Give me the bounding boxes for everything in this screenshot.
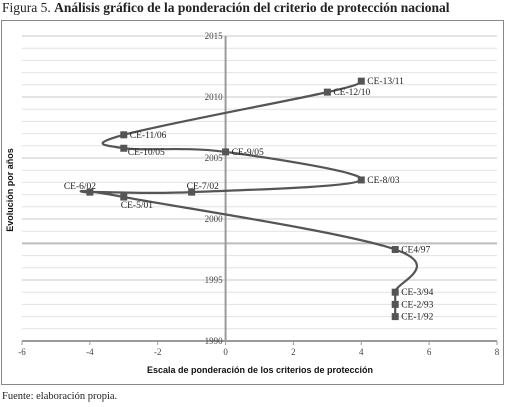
data-label: CE-6/02: [64, 182, 96, 192]
x-tick-label: -2: [154, 347, 162, 357]
series-path: [79, 80, 418, 317]
data-point-marker: [222, 148, 230, 156]
data-point-marker: [323, 88, 331, 96]
series-line: [79, 80, 418, 317]
y-tick-label: 2015: [205, 31, 224, 41]
data-point-marker: [188, 188, 196, 196]
x-tick-label: -6: [18, 347, 26, 357]
x-tick-label: 6: [427, 347, 432, 357]
x-tick-label: 2: [291, 347, 296, 357]
data-point-marker: [391, 288, 399, 296]
tick-labels: -6 -4 -2 0 2 4 6 8 1990 1995 2000 2005 2010 2015: [18, 31, 500, 357]
data-point-marker: [357, 176, 365, 184]
data-point-marker: [391, 313, 399, 321]
data-label: CE-7/02: [187, 182, 219, 192]
data-point-marker: [120, 144, 128, 152]
data-point-marker: [357, 77, 365, 85]
data-label: CE-12/10: [333, 88, 370, 98]
data-label: CE-1/92: [401, 313, 433, 323]
y-axis-title: Evolución por años: [5, 148, 15, 232]
y-tick-label: 2005: [205, 153, 224, 163]
data-label: CE-8/03: [367, 176, 399, 186]
figure-title-text: Análisis gráfico de la ponderación del c…: [54, 0, 450, 15]
data-point-marker: [86, 188, 94, 196]
series-markers: [86, 77, 399, 321]
data-label: CE-10/05: [128, 148, 165, 158]
data-label: CE4/97: [401, 246, 430, 256]
data-label: CE-2/93: [401, 300, 433, 310]
x-axis-title: Escala de ponderación de los criterios d…: [147, 365, 373, 375]
axes: [21, 36, 498, 345]
figure-title: Figura 5. Análisis gráfico de la pondera…: [2, 0, 449, 16]
chart: -6 -4 -2 0 2 4 6 8 1990 1995 2000 2005 2010 2015 CE-1…: [5, 31, 500, 375]
y-tick-label: 1995: [205, 275, 224, 285]
x-tick-label: -4: [86, 347, 94, 357]
data-point-marker: [120, 131, 128, 139]
data-label: CE-3/94: [401, 288, 433, 298]
data-point-marker: [391, 246, 399, 253]
data-label: CE-11/06: [130, 131, 167, 141]
y-tick-label: 2000: [205, 214, 224, 224]
data-label: CE-13/11: [367, 77, 404, 87]
figure-number: Figura 5.: [2, 0, 51, 15]
data-label: CE-5/01: [121, 201, 153, 211]
x-tick-label: 8: [495, 347, 500, 357]
y-tick-label: 1990: [205, 336, 224, 346]
chart-frame: [1, 20, 504, 385]
y-tick-label: 2010: [205, 92, 224, 102]
figure-source: Fuente: elaboración propia.: [2, 391, 118, 402]
data-point-marker: [391, 300, 399, 308]
x-tick-label: 0: [223, 347, 228, 357]
point-labels: CE-1/92 CE-2/93 CE-3/94 CE4/97 CE-5/01 CE-6/0…: [64, 77, 434, 322]
data-label: CE-9/05: [232, 148, 264, 158]
data-point-marker: [120, 193, 128, 201]
x-tick-label: 4: [359, 347, 364, 357]
